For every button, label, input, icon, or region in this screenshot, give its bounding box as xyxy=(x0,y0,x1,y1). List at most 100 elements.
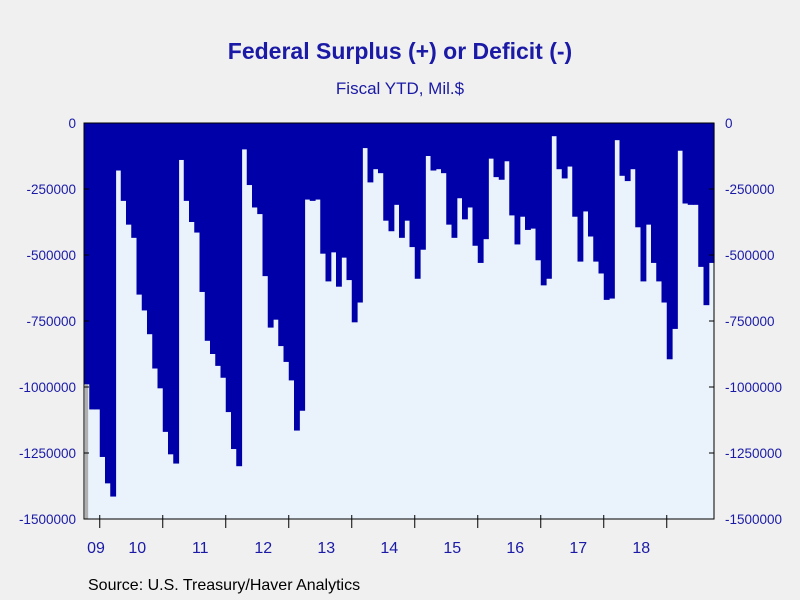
bar xyxy=(546,123,552,279)
bar xyxy=(99,123,106,457)
bar xyxy=(483,123,489,240)
bar xyxy=(672,123,678,329)
bar xyxy=(115,123,122,171)
bar xyxy=(351,123,358,323)
bar xyxy=(199,123,206,292)
ytick-label-right: -1000000 xyxy=(725,380,782,395)
bar xyxy=(273,123,279,320)
bar xyxy=(399,123,405,238)
bar xyxy=(393,123,400,205)
bar xyxy=(341,123,348,258)
bar xyxy=(362,123,369,149)
bar xyxy=(157,123,164,389)
plot-frame xyxy=(83,122,715,520)
ytick-label-right: -500000 xyxy=(725,248,775,263)
xtick-label-year: 18 xyxy=(632,540,650,557)
bar xyxy=(677,123,684,151)
bar xyxy=(640,123,647,282)
bar xyxy=(561,123,568,179)
bar xyxy=(446,123,453,225)
bar xyxy=(320,123,327,254)
bar xyxy=(357,123,363,303)
bar xyxy=(204,123,211,341)
bar xyxy=(378,123,384,174)
ytick-label-right: 0 xyxy=(725,116,733,131)
ytick-label-left: -1250000 xyxy=(19,446,76,461)
bar xyxy=(141,123,148,311)
bar xyxy=(509,123,516,216)
xtick-label-year: 10 xyxy=(128,540,146,557)
bar xyxy=(367,123,374,183)
ytick-label-left: -750000 xyxy=(26,314,76,329)
bar xyxy=(388,123,395,232)
xtick-label-year: 09 xyxy=(87,540,105,557)
bar xyxy=(693,123,699,205)
bar xyxy=(304,123,311,200)
bar xyxy=(425,123,432,156)
bar xyxy=(661,123,668,303)
bar xyxy=(514,123,521,245)
bar xyxy=(162,123,169,432)
axes: 0 0 -250000 -250000 -500000 -500000 -750000 -75… xyxy=(19,116,782,557)
bar xyxy=(577,123,584,262)
xtick-label-year: 16 xyxy=(506,540,524,557)
bar xyxy=(435,123,442,170)
bar xyxy=(420,123,426,250)
bar xyxy=(325,123,332,282)
bar xyxy=(246,123,253,186)
bar xyxy=(288,123,295,381)
bar-series xyxy=(84,123,715,519)
bar xyxy=(336,123,342,287)
bar xyxy=(462,123,468,220)
bar xyxy=(173,123,180,464)
bar xyxy=(519,123,526,217)
ytick-label-right: -250000 xyxy=(725,182,775,197)
bar xyxy=(283,123,290,362)
bar xyxy=(168,123,174,455)
bar xyxy=(567,123,573,167)
bar xyxy=(267,123,274,328)
bar xyxy=(624,123,631,182)
bar xyxy=(225,123,232,413)
ytick-label-left: 0 xyxy=(68,116,76,131)
bar xyxy=(556,123,563,170)
bar xyxy=(666,123,673,360)
bar xyxy=(299,123,306,411)
bar xyxy=(582,123,589,212)
bar xyxy=(593,123,600,262)
bar xyxy=(456,123,463,199)
bar xyxy=(404,123,411,221)
bar xyxy=(682,123,689,204)
bar xyxy=(152,123,159,369)
bar xyxy=(698,123,705,267)
bar xyxy=(257,123,264,215)
bar xyxy=(409,123,416,248)
bar xyxy=(178,123,185,160)
source-note: Source: U.S. Treasury/Haver Analytics xyxy=(88,577,361,594)
bar xyxy=(210,123,216,354)
xtick-label-year: 15 xyxy=(443,540,461,557)
bar xyxy=(619,123,626,176)
bar xyxy=(572,123,579,217)
bar xyxy=(126,123,132,225)
bar xyxy=(551,123,558,137)
bar xyxy=(525,123,531,230)
bar xyxy=(110,123,117,497)
bar xyxy=(493,123,500,178)
bar xyxy=(231,123,237,450)
bar xyxy=(194,123,201,233)
bar xyxy=(708,123,715,263)
bar xyxy=(120,123,127,201)
bar xyxy=(294,123,300,431)
bar xyxy=(498,123,505,180)
bar xyxy=(687,123,694,205)
bar xyxy=(477,123,484,263)
bar xyxy=(703,123,710,306)
bar xyxy=(472,123,479,246)
chart-subtitle: Fiscal YTD, Mil.$ xyxy=(335,79,465,98)
bar xyxy=(94,123,101,410)
ytick-label-right: -1250000 xyxy=(725,446,782,461)
bar xyxy=(609,123,615,299)
bar xyxy=(451,123,458,238)
